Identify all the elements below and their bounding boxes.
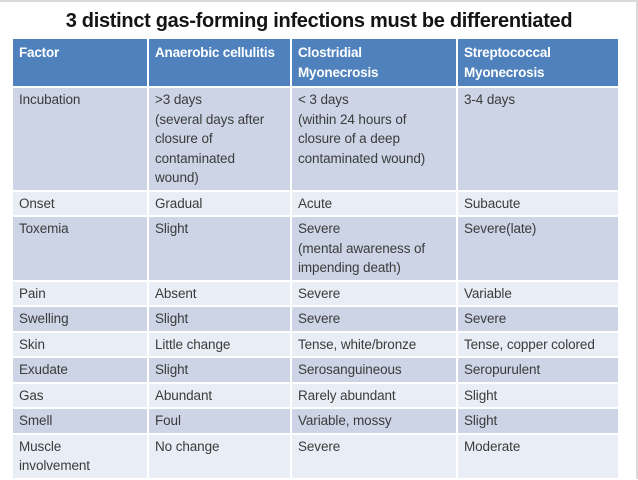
row-factor-cell: Toxemia (13, 217, 149, 282)
table-row: Exudate Slight Serosanguineous Seropurulent (13, 358, 620, 384)
table-row: Pain Absent Severe Variable (13, 281, 620, 307)
row-factor-cell: Onset (13, 191, 149, 217)
table-row: Toxemia Slight Severe (mental awareness of… (13, 217, 620, 282)
table-cell: Absent (149, 281, 292, 307)
table-cell: Subacute (458, 191, 620, 217)
column-header: Factor (13, 39, 149, 88)
table-cell: Slight (458, 409, 620, 435)
table-cell: Severe(late) (458, 217, 620, 282)
table-cell: Variable (458, 281, 620, 307)
table-cell: Severe (292, 281, 458, 307)
table-body: Incubation >3 days (several days after cl… (13, 88, 620, 480)
row-factor-cell: Pain (13, 281, 149, 307)
table-cell: Slight (149, 358, 292, 384)
table-cell: < 3 days (within 24 hours of closure of … (292, 88, 458, 192)
table-cell: Seropurulent (458, 358, 620, 384)
table-cell: No change (149, 434, 292, 480)
table-cell: Rarely abundant (292, 383, 458, 409)
table-cell: Severe (458, 307, 620, 333)
table-cell: Serosanguineous (292, 358, 458, 384)
table-header: Factor Anaerobic cellulitis Clostridial My… (13, 39, 620, 88)
column-header: Clostridial Myonecrosis (292, 39, 458, 88)
table-row: Smell Foul Variable, mossy Slight (13, 409, 620, 435)
table-cell: Slight (149, 307, 292, 333)
table-cell: 3-4 days (458, 88, 620, 192)
table-cell: Moderate (458, 434, 620, 480)
row-factor-cell: Muscle involvement (13, 434, 149, 480)
table-cell: Tense, white/bronze (292, 332, 458, 358)
table-row: Skin Little change Tense, white/bronze Tens… (13, 332, 620, 358)
table-cell: Slight (149, 217, 292, 282)
column-header: Streptococcal Myonecrosis (458, 39, 620, 88)
table-cell: Severe (mental awareness of impending de… (292, 217, 458, 282)
slide-title: 3 distinct gas-forming infections must b… (65, 10, 573, 32)
table-cell: Gradual (149, 191, 292, 217)
row-factor-cell: Swelling (13, 307, 149, 333)
slide-top-edge (0, 0, 638, 2)
table-header-row: Factor Anaerobic cellulitis Clostridial My… (13, 39, 620, 88)
row-factor-cell: Incubation (13, 88, 149, 192)
row-factor-cell: Smell (13, 409, 149, 435)
table-row: Muscle involvement No change Severe Moderat… (13, 434, 620, 480)
table-cell: Little change (149, 332, 292, 358)
table-row: Swelling Slight Severe Severe (13, 307, 620, 333)
column-header: Anaerobic cellulitis (149, 39, 292, 88)
row-factor-cell: Exudate (13, 358, 149, 384)
slide-right-edge (636, 0, 638, 479)
table-row: Incubation >3 days (several days after cl… (13, 88, 620, 192)
infection-comparison-table: Factor Anaerobic cellulitis Clostridial My… (13, 39, 620, 480)
table-cell: Slight (458, 383, 620, 409)
table-cell: Acute (292, 191, 458, 217)
table-cell: Severe (292, 434, 458, 480)
table-row: Onset Gradual Acute Subacute (13, 191, 620, 217)
row-factor-cell: Skin (13, 332, 149, 358)
row-factor-cell: Gas (13, 383, 149, 409)
table-cell: Variable, mossy (292, 409, 458, 435)
table-cell: Abundant (149, 383, 292, 409)
table-cell: Tense, copper colored (458, 332, 620, 358)
table-cell: Severe (292, 307, 458, 333)
table-cell: Foul (149, 409, 292, 435)
table-cell: >3 days (several days after closure of c… (149, 88, 292, 192)
table-row: Gas Abundant Rarely abundant Slight (13, 383, 620, 409)
